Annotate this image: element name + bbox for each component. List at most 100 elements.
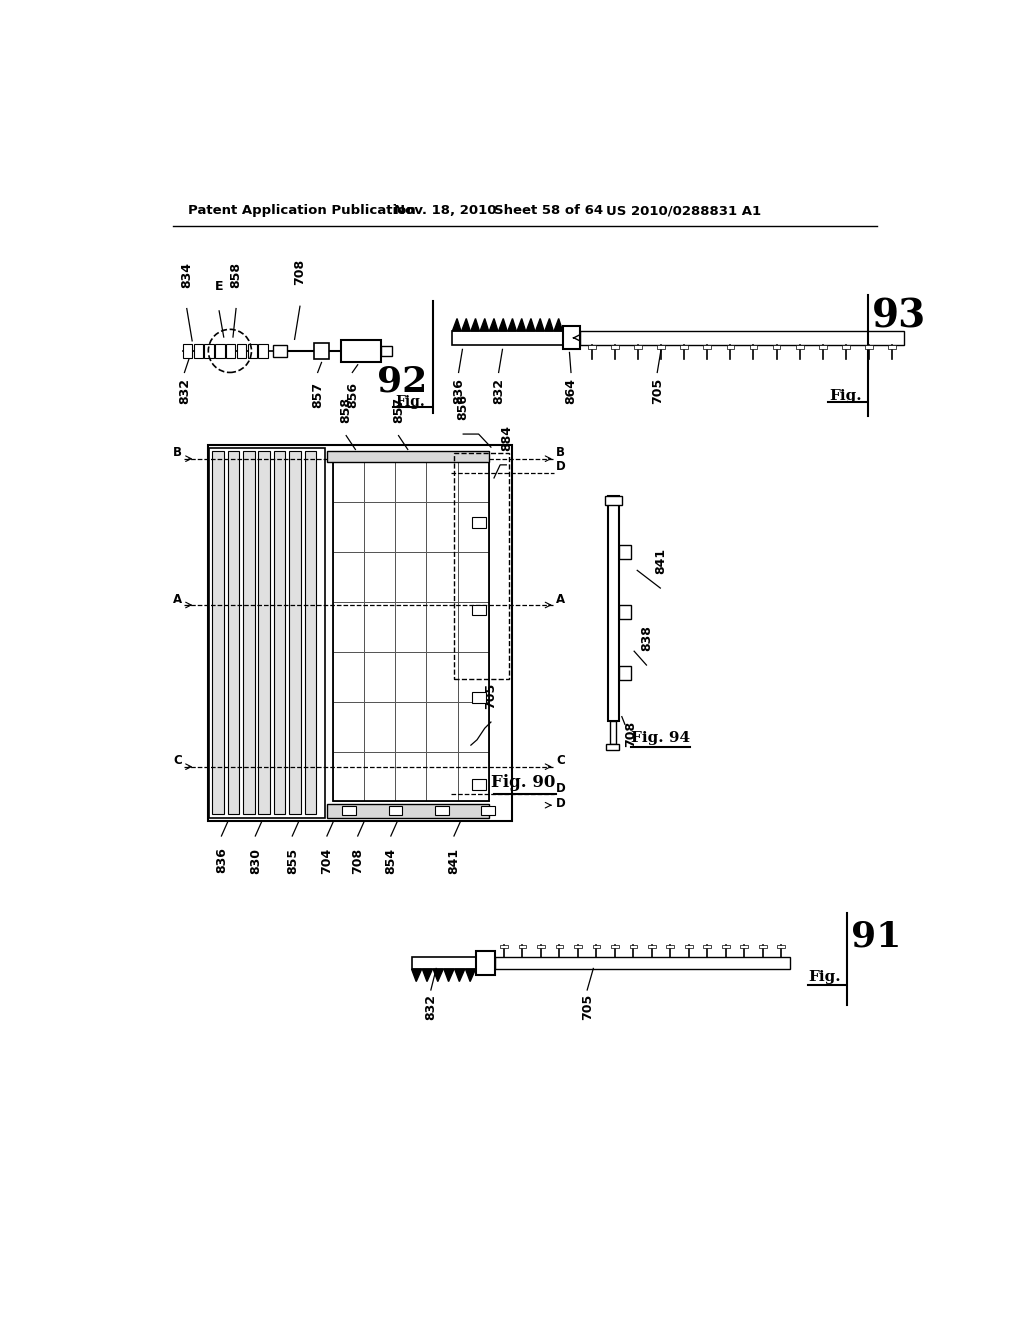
Polygon shape	[433, 969, 443, 982]
Bar	[426, 503, 458, 552]
Text: Fig.: Fig.	[808, 970, 841, 983]
Bar	[472, 517, 485, 528]
Bar	[740, 945, 749, 948]
Bar	[273, 451, 286, 814]
Bar	[563, 326, 581, 350]
Bar	[333, 602, 365, 652]
Bar	[648, 945, 655, 948]
Bar	[574, 945, 582, 948]
Text: 838: 838	[640, 626, 653, 651]
Bar	[212, 451, 223, 814]
Bar	[237, 345, 246, 358]
Text: US 2010/0288831 A1: US 2010/0288831 A1	[606, 205, 762, 218]
Polygon shape	[554, 318, 562, 331]
Bar	[538, 945, 545, 948]
Bar	[773, 345, 780, 348]
Bar	[395, 552, 426, 602]
Polygon shape	[480, 318, 488, 331]
Bar	[458, 702, 488, 751]
Bar	[458, 751, 488, 801]
Bar	[667, 945, 674, 948]
Polygon shape	[412, 969, 422, 982]
Text: 836: 836	[215, 847, 228, 874]
Text: 864: 864	[564, 378, 578, 404]
Bar	[205, 345, 214, 358]
Polygon shape	[526, 318, 535, 331]
Polygon shape	[455, 969, 465, 982]
Bar	[365, 453, 395, 503]
Bar	[777, 945, 785, 948]
Bar	[605, 496, 622, 506]
Text: 832: 832	[178, 378, 190, 404]
Text: 708: 708	[351, 847, 365, 874]
Bar	[395, 602, 426, 652]
Polygon shape	[422, 969, 432, 982]
Bar	[341, 341, 381, 362]
Bar	[258, 345, 267, 358]
Text: 841: 841	[653, 548, 667, 574]
Bar	[273, 345, 287, 358]
Bar	[618, 667, 631, 680]
Bar	[518, 945, 526, 948]
Text: 857: 857	[311, 381, 325, 408]
Bar	[435, 807, 449, 816]
Text: 832: 832	[424, 994, 437, 1020]
Bar	[618, 606, 631, 619]
Text: Fig.: Fig.	[395, 395, 425, 409]
Bar	[333, 702, 365, 751]
Text: E: E	[215, 280, 223, 293]
Polygon shape	[444, 969, 454, 982]
Bar	[395, 751, 426, 801]
Polygon shape	[517, 318, 525, 331]
Bar	[472, 692, 485, 702]
Bar	[750, 345, 758, 348]
Bar	[365, 552, 395, 602]
Bar	[365, 602, 395, 652]
Text: Fig. 94: Fig. 94	[631, 731, 690, 744]
Bar	[248, 345, 257, 358]
Bar	[289, 451, 301, 814]
Text: 708: 708	[625, 721, 638, 747]
Text: A: A	[556, 593, 565, 606]
Polygon shape	[466, 969, 475, 982]
Text: 856: 856	[457, 395, 470, 420]
Bar	[333, 453, 488, 801]
Bar	[458, 602, 488, 652]
Text: 705: 705	[650, 378, 664, 404]
Bar	[611, 945, 618, 948]
Polygon shape	[536, 318, 544, 331]
Text: 856: 856	[346, 381, 358, 408]
Bar	[495, 957, 791, 969]
Text: C: C	[173, 755, 182, 767]
Bar	[588, 345, 596, 348]
Bar	[365, 503, 395, 552]
Polygon shape	[471, 318, 479, 331]
Bar	[215, 345, 224, 358]
Bar	[634, 345, 642, 348]
Text: C: C	[556, 755, 565, 767]
Bar	[722, 945, 730, 948]
Bar	[426, 453, 458, 503]
Polygon shape	[489, 318, 498, 331]
Bar	[243, 451, 255, 814]
Text: 884: 884	[500, 425, 513, 451]
Text: 832: 832	[493, 378, 505, 404]
Bar	[819, 345, 826, 348]
Bar	[458, 453, 488, 503]
Bar	[680, 345, 688, 348]
Bar	[426, 751, 458, 801]
Bar	[703, 345, 711, 348]
Bar	[500, 945, 508, 948]
Bar	[476, 950, 495, 975]
Polygon shape	[453, 318, 461, 331]
Bar	[657, 345, 665, 348]
Text: Fig. 90: Fig. 90	[492, 775, 555, 792]
Bar	[685, 945, 692, 948]
Bar	[472, 779, 485, 789]
Polygon shape	[499, 318, 507, 331]
Bar	[796, 345, 804, 348]
Bar	[608, 496, 618, 721]
Bar	[865, 345, 872, 348]
Text: 857: 857	[392, 396, 406, 422]
Bar	[395, 652, 426, 702]
